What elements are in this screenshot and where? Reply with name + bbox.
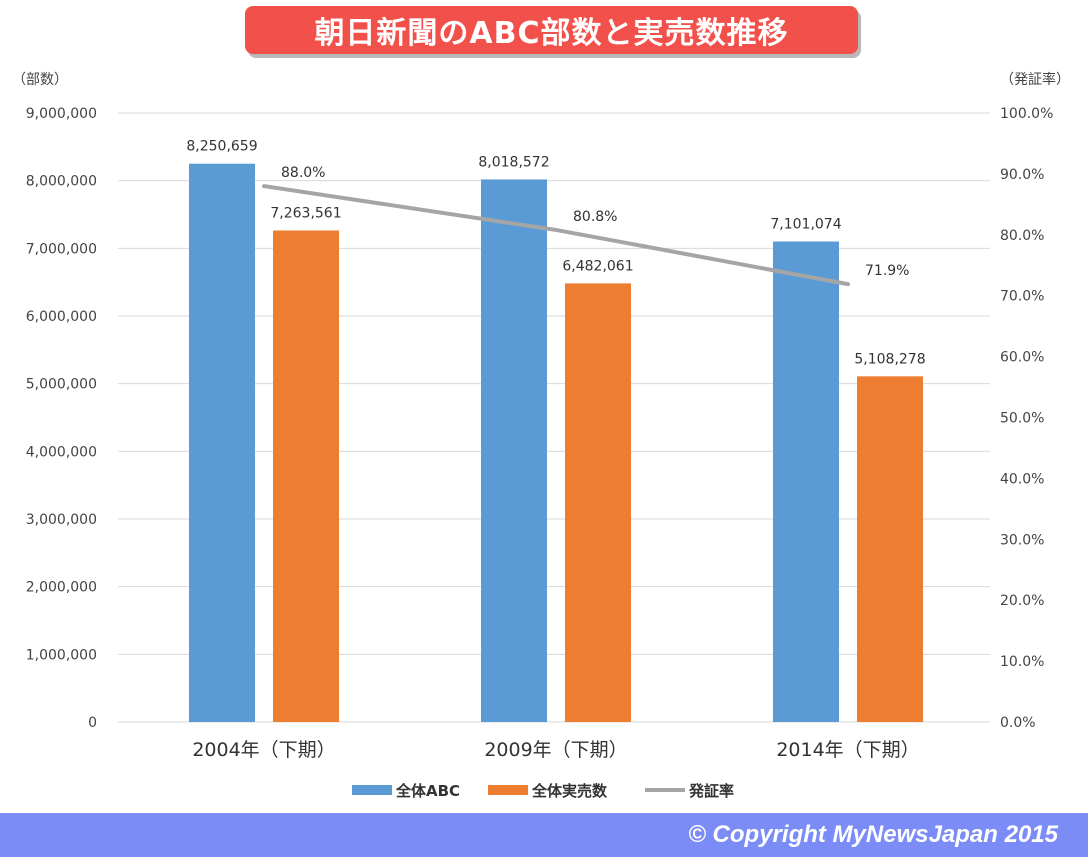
y2-tick-label: 30.0% xyxy=(1000,532,1044,548)
ratio-data-label: 80.8% xyxy=(573,209,617,225)
bar xyxy=(481,179,547,722)
y2-tick-label: 20.0% xyxy=(1000,593,1044,609)
y-tick-label: 1,000,000 xyxy=(26,647,97,663)
y-tick-label: 3,000,000 xyxy=(26,512,97,528)
copyright-text: © Copyright MyNewsJapan 2015 xyxy=(688,821,1058,848)
legend-label: 発証率 xyxy=(688,782,734,800)
y-tick-label: 4,000,000 xyxy=(26,444,97,460)
ratio-point xyxy=(846,282,850,287)
y2-tick-label: 90.0% xyxy=(1000,167,1044,183)
ratio-data-label: 71.9% xyxy=(865,263,909,279)
y2-tick-label: 40.0% xyxy=(1000,471,1044,487)
bar-data-label: 8,250,659 xyxy=(186,139,257,155)
x-tick-label: 2014年（下期） xyxy=(776,739,919,761)
copyright-footer: © Copyright MyNewsJapan 2015 xyxy=(0,813,1088,857)
y2-tick-label: 70.0% xyxy=(1000,289,1044,305)
legend-swatch xyxy=(352,785,392,795)
bar-data-label: 8,018,572 xyxy=(478,154,549,170)
y-tick-label: 6,000,000 xyxy=(26,309,97,325)
legend-label: 全体ABC xyxy=(395,782,460,800)
bar-data-label: 7,101,074 xyxy=(770,216,841,232)
ratio-data-label: 88.0% xyxy=(281,165,325,181)
bar-data-label: 7,263,561 xyxy=(270,205,341,221)
y2-tick-label: 80.0% xyxy=(1000,228,1044,244)
bar xyxy=(273,230,339,723)
y-tick-label: 8,000,000 xyxy=(26,174,97,190)
chart-title-banner: 朝日新聞のABC部数と実売数推移 xyxy=(245,6,858,54)
y2-tick-label: 100.0% xyxy=(1000,106,1053,122)
y2-axis-title: （発証率） xyxy=(1000,71,1070,88)
y-tick-label: 5,000,000 xyxy=(26,377,97,393)
y2-tick-label: 10.0% xyxy=(1000,654,1044,670)
y2-tick-label: 60.0% xyxy=(1000,350,1044,366)
y-tick-label: 2,000,000 xyxy=(26,580,97,596)
y2-tick-label: 0.0% xyxy=(1000,715,1036,731)
bar xyxy=(565,283,631,722)
chart-title: 朝日新聞のABC部数と実売数推移 xyxy=(314,16,789,51)
x-tick-label: 2004年（下期） xyxy=(192,739,335,761)
ratio-point xyxy=(554,227,558,232)
bar xyxy=(189,163,255,722)
y-tick-label: 7,000,000 xyxy=(26,241,97,257)
bar-data-label: 5,108,278 xyxy=(854,351,925,367)
legend-label: 全体実売数 xyxy=(531,782,608,800)
ratio-point xyxy=(262,184,266,189)
y2-tick-label: 50.0% xyxy=(1000,411,1044,427)
ratio-line xyxy=(263,184,849,287)
y-tick-label: 9,000,000 xyxy=(26,106,97,122)
bar xyxy=(773,241,839,722)
legend-swatch xyxy=(488,785,528,795)
bar-data-label: 6,482,061 xyxy=(562,258,633,274)
x-tick-label: 2009年（下期） xyxy=(484,739,627,761)
y-tick-label: 0 xyxy=(88,715,97,731)
bar xyxy=(857,376,923,722)
y-axis-title: （部数） xyxy=(12,72,68,88)
